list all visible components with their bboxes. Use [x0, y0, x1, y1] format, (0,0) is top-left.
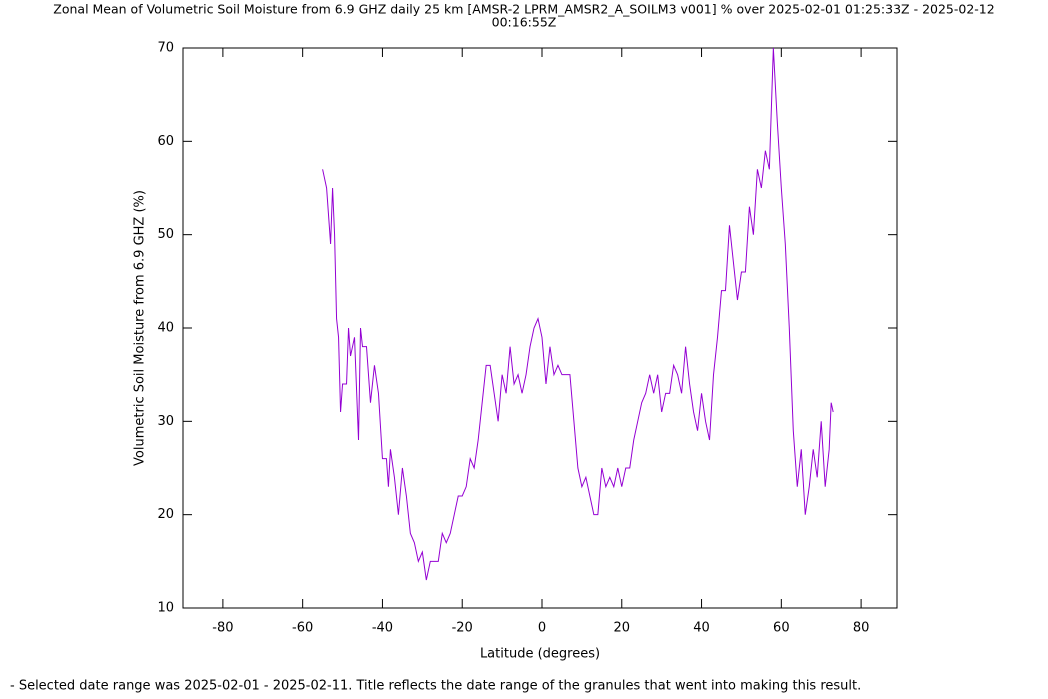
y-tick-label: 10	[157, 601, 174, 616]
x-tick-label: -40	[372, 621, 393, 636]
x-tick-label: 20	[613, 621, 630, 636]
x-tick-label: 80	[853, 621, 870, 636]
x-axis-label: Latitude (degrees)	[480, 647, 600, 662]
chart-title: 00:16:55Z	[492, 15, 557, 30]
x-tick-label: 0	[538, 621, 546, 636]
x-tick-label: 60	[773, 621, 790, 636]
y-tick-label: 30	[157, 414, 174, 429]
y-axis-label: Volumetric Soil Moisture from 6.9 GHZ (%…	[133, 190, 148, 466]
y-tick-label: 40	[157, 321, 174, 336]
y-tick-label: 60	[157, 134, 174, 149]
x-tick-label: 40	[693, 621, 710, 636]
y-tick-label: 20	[157, 507, 174, 522]
y-tick-label: 50	[157, 227, 174, 242]
y-tick-label: 70	[157, 41, 174, 56]
footnote: - Selected date range was 2025-02-01 - 2…	[10, 679, 861, 694]
x-tick-label: -20	[452, 621, 473, 636]
chart-title: Zonal Mean of Volumetric Soil Moisture f…	[53, 2, 994, 17]
data-line	[322, 47, 834, 581]
x-tick-label: -60	[292, 621, 313, 636]
x-tick-label: -80	[212, 621, 233, 636]
